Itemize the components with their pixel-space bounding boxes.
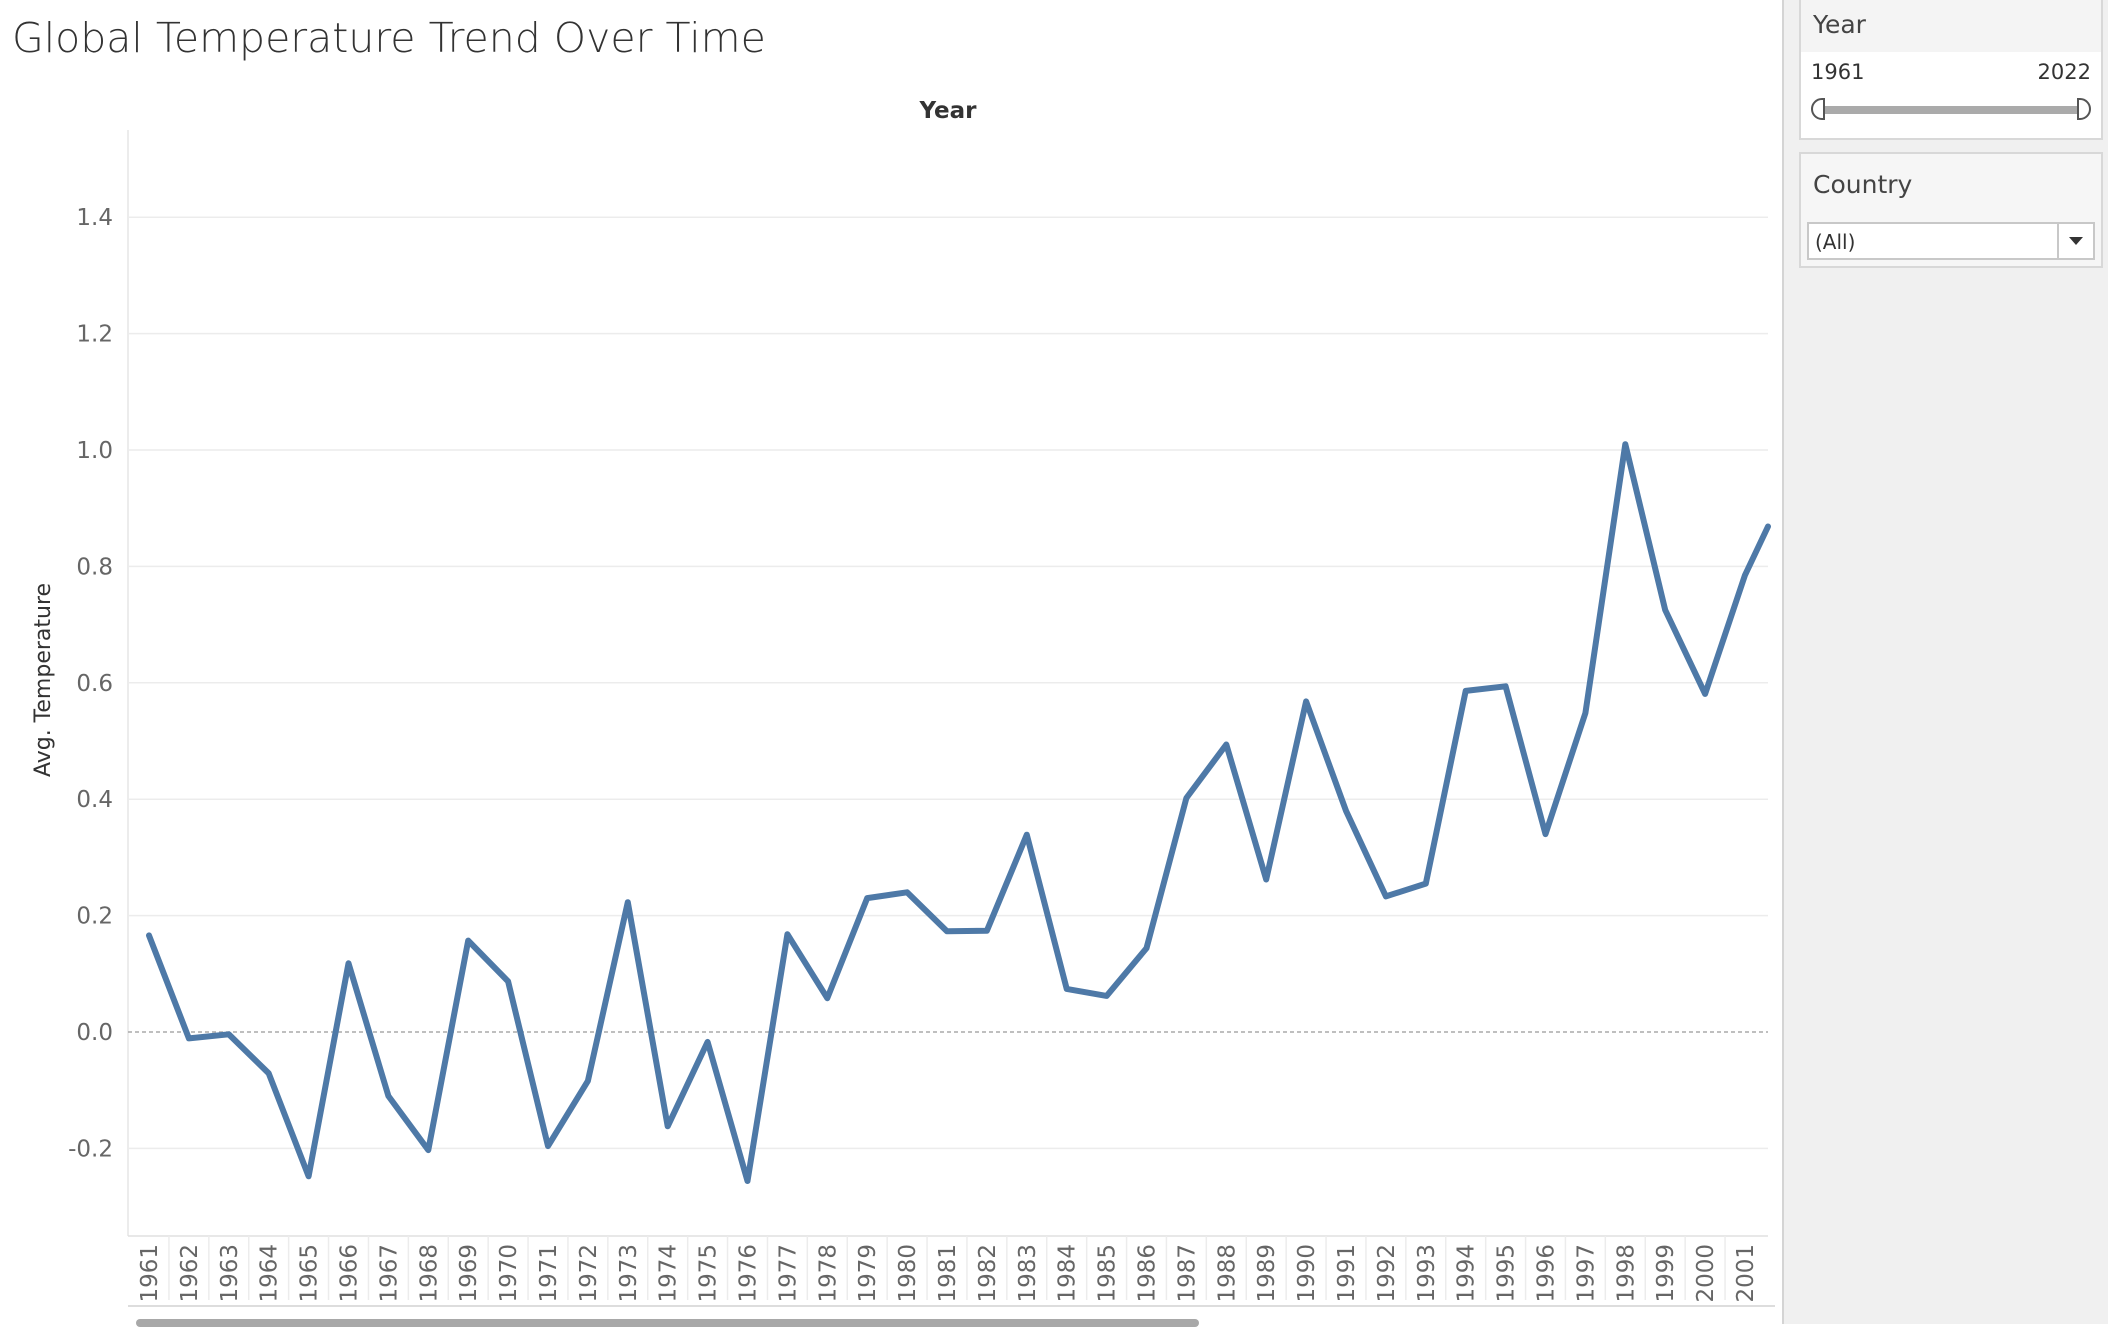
x-tick-label: 1991 <box>1334 1244 1360 1303</box>
x-tick-label: 1969 <box>456 1244 482 1303</box>
temperature-series <box>146 441 1771 1184</box>
dropdown-button[interactable] <box>2057 224 2093 258</box>
x-tick-label: 1970 <box>496 1244 522 1303</box>
x-axis-ticks: 1961 1962 1963 1964 1965 1966 1967 1968 1969 1970… <box>128 1236 1775 1307</box>
x-tick-label: 1984 <box>1055 1244 1081 1303</box>
country-filter-card: Country (All) <box>1799 152 2103 268</box>
country-dropdown[interactable]: (All) <box>1807 222 2095 260</box>
horizontal-scrollbar[interactable] <box>136 1319 1199 1327</box>
x-tick-label: 1976 <box>736 1244 762 1303</box>
x-tick-label: 1987 <box>1174 1244 1200 1303</box>
x-tick-label: 1994 <box>1454 1244 1480 1303</box>
x-tick-label: 1977 <box>775 1244 801 1303</box>
x-tick-label: 1966 <box>337 1244 363 1303</box>
y-axis-label: Avg. Temperature <box>31 583 56 777</box>
y-axis-ticks: -0.2 0.0 0.2 0.4 0.6 0.8 1.0 1.2 1.4 <box>68 205 113 1162</box>
x-tick-label: 1982 <box>975 1244 1001 1303</box>
line-chart: -0.20.00.20.40.60.81.01.21.4 1961 1962 196… <box>31 98 1775 1307</box>
page-title: Global Temperature Trend Over Time <box>12 14 766 62</box>
year-slider-track[interactable] <box>1821 106 2081 114</box>
y-tick-label: 0.6 <box>76 671 113 697</box>
x-tick-label: 1964 <box>257 1244 283 1303</box>
x-tick-label: 1972 <box>576 1244 602 1303</box>
x-tick-label: 2000 <box>1693 1244 1719 1303</box>
y-tick-label: 0.0 <box>76 1020 113 1046</box>
x-tick-label: 1988 <box>1214 1244 1240 1303</box>
x-tick-label: 1974 <box>656 1244 682 1303</box>
x-tick-label: 1995 <box>1494 1244 1520 1303</box>
x-tick-label: 1968 <box>416 1244 442 1303</box>
x-tick-label: 1983 <box>1015 1244 1041 1303</box>
x-tick-label: 1978 <box>815 1244 841 1303</box>
grid-lines <box>127 130 1768 1237</box>
x-axis-label: Year <box>918 98 977 124</box>
year-filter-title: Year <box>1801 0 2101 52</box>
x-tick-label: 1979 <box>855 1244 881 1303</box>
y-tick-label: 1.2 <box>76 322 113 348</box>
y-tick-label: 1.0 <box>76 438 113 464</box>
x-tick-label: 1967 <box>376 1244 402 1303</box>
x-tick-label: 1965 <box>297 1244 323 1303</box>
temperature-line[interactable] <box>146 441 1771 1184</box>
x-tick-label: 2001 <box>1733 1244 1759 1303</box>
x-tick-label: 1971 <box>536 1244 562 1303</box>
year-max-label: 2022 <box>2037 60 2091 84</box>
x-tick-label: 1973 <box>616 1244 642 1303</box>
year-min-label: 1961 <box>1811 60 1865 84</box>
x-tick-label: 1989 <box>1254 1244 1280 1303</box>
y-tick-label: 0.4 <box>76 787 113 813</box>
x-tick-label: 1997 <box>1573 1244 1599 1303</box>
x-tick-label: 1980 <box>895 1244 921 1303</box>
x-tick-label: 1981 <box>935 1244 961 1303</box>
country-dropdown-value: (All) <box>1815 230 1856 254</box>
year-filter-card: Year 1961 2022 <box>1799 0 2103 140</box>
x-tick-label: 1962 <box>177 1244 203 1303</box>
year-range-labels: 1961 2022 <box>1811 60 2091 84</box>
x-tick-label: 1999 <box>1653 1244 1679 1303</box>
x-tick-label: 1961 <box>137 1244 163 1303</box>
chevron-down-icon <box>2069 237 2083 245</box>
x-tick-label: 1990 <box>1294 1244 1320 1303</box>
year-slider-min-handle[interactable] <box>1811 98 1825 120</box>
y-tick-label: 0.2 <box>76 904 113 930</box>
x-tick-label: 1963 <box>217 1244 243 1303</box>
filter-sidebar: Year 1961 2022 Country (All) <box>1782 0 2108 1324</box>
y-tick-label: 0.8 <box>76 554 113 580</box>
y-tick-label: -0.2 <box>68 1136 113 1162</box>
x-tick-label: 1986 <box>1135 1244 1161 1303</box>
country-filter-title: Country <box>1801 154 2101 214</box>
x-tick-label: 1996 <box>1534 1244 1560 1303</box>
x-tick-label: 1985 <box>1095 1244 1121 1303</box>
y-tick-label: 1.4 <box>76 205 113 231</box>
x-tick-label: 1992 <box>1374 1244 1400 1303</box>
x-tick-label: 1998 <box>1613 1244 1639 1303</box>
x-tick-label: 1993 <box>1414 1244 1440 1303</box>
year-slider-max-handle[interactable] <box>2077 98 2091 120</box>
x-tick-label: 1975 <box>696 1244 722 1303</box>
